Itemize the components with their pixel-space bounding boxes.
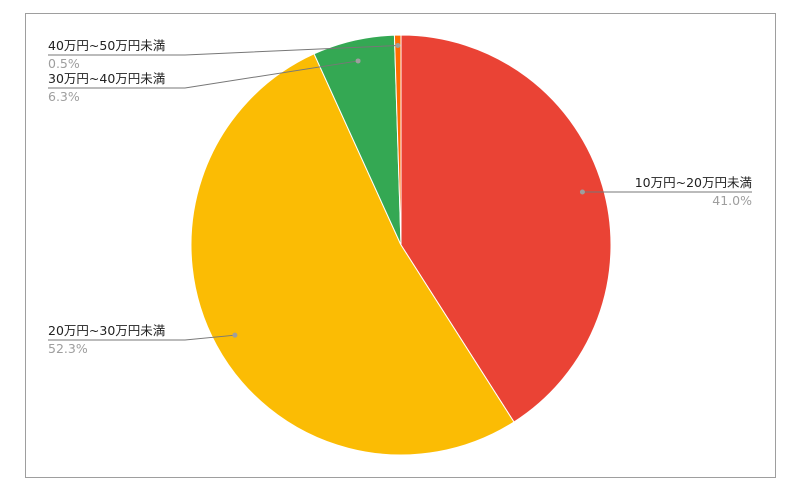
slice-label: 40万円~50万円未満 (48, 38, 165, 53)
leader-dot (355, 58, 361, 64)
leader-line (48, 45, 398, 56)
slice-percent-label: 52.3% (48, 341, 88, 356)
pie-slice[interactable] (393, 34, 402, 246)
slice-label: 10万円~20万円未満 (635, 175, 752, 190)
leader-dot (579, 189, 585, 195)
leader-dot (232, 332, 238, 338)
chart-frame (25, 13, 776, 478)
pie-slice[interactable] (190, 53, 515, 456)
slice-percent-label: 41.0% (712, 193, 752, 208)
slice-label: 20万円~30万円未満 (48, 323, 165, 338)
leader-dot (395, 43, 401, 49)
leader-line (48, 334, 235, 341)
slice-label: 30万円~40万円未満 (48, 71, 165, 86)
leader-line (48, 60, 359, 89)
slice-percent-label: 0.5% (48, 56, 80, 71)
pie-slice[interactable] (400, 34, 612, 423)
slice-percent-label: 6.3% (48, 89, 80, 104)
